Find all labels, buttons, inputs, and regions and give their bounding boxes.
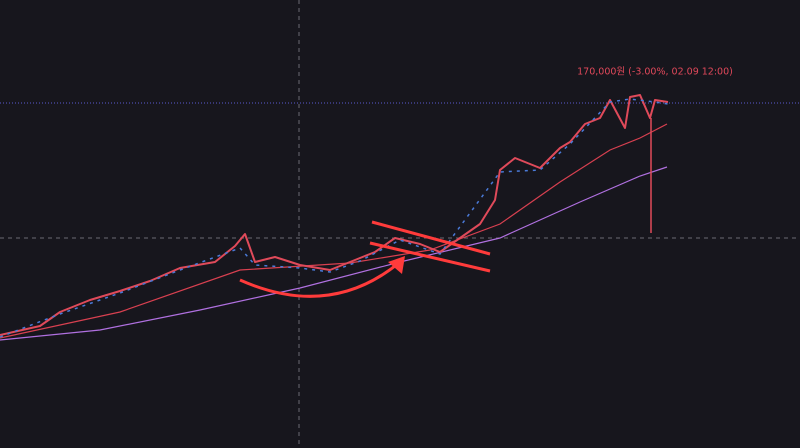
moving-average-short [0, 123, 668, 339]
price-label: 170,000원 (-3.00%, 02.09 12:00) [577, 67, 733, 78]
drawn-line [369, 241, 491, 273]
price-series-down [0, 98, 669, 338]
drawn-line [371, 220, 491, 256]
price-series [0, 94, 669, 336]
drawn-arrow [239, 260, 401, 298]
arrow-head [388, 256, 405, 274]
